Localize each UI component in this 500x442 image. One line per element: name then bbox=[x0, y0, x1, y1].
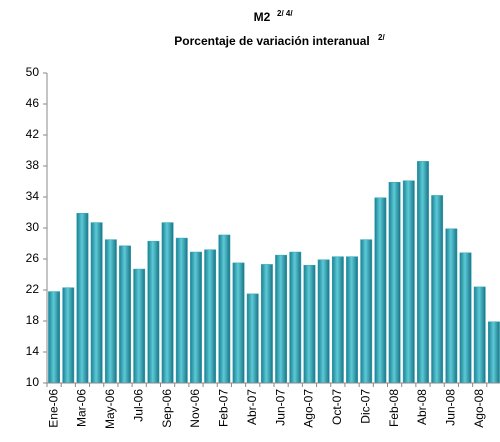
x-tick-label: Jun-08 bbox=[444, 389, 458, 426]
bar bbox=[374, 197, 387, 384]
x-tick-label: Ago-07 bbox=[302, 389, 316, 428]
y-tick-label: 18 bbox=[26, 313, 40, 327]
y-tick-label: 38 bbox=[26, 158, 40, 172]
x-tick-label: Feb-07 bbox=[217, 389, 231, 427]
bar bbox=[104, 239, 117, 384]
bar bbox=[445, 228, 458, 384]
bar bbox=[218, 234, 231, 384]
title-note: 2/ 4/ bbox=[277, 9, 293, 18]
x-tick-label: Oct-07 bbox=[330, 389, 344, 425]
bar bbox=[289, 251, 302, 384]
bar bbox=[459, 252, 472, 384]
y-tick-label: 22 bbox=[26, 282, 40, 296]
x-tick-label: Dic-07 bbox=[358, 389, 372, 424]
x-tick-label: Jul-06 bbox=[131, 389, 145, 422]
x-tick-label: Jun-07 bbox=[273, 389, 287, 426]
bar bbox=[175, 237, 188, 384]
bar bbox=[119, 245, 131, 384]
x-tick-label: Nov-06 bbox=[188, 389, 202, 428]
chart-subtitle: Porcentaje de variación interanual bbox=[174, 34, 369, 48]
bar bbox=[62, 287, 75, 384]
bar bbox=[402, 180, 415, 384]
bar bbox=[260, 264, 273, 384]
x-tick-label: May-06 bbox=[103, 389, 117, 429]
bar bbox=[487, 321, 500, 384]
x-tick-label: Ago-08 bbox=[472, 389, 486, 428]
y-tick-label: 42 bbox=[26, 127, 40, 141]
bar bbox=[431, 195, 444, 384]
y-tick-label: 34 bbox=[26, 189, 40, 203]
bar bbox=[275, 254, 288, 384]
bar bbox=[147, 240, 160, 384]
x-tick-label: Sep-06 bbox=[160, 389, 174, 428]
x-tick-label: Abr-08 bbox=[415, 389, 429, 425]
bar bbox=[204, 249, 217, 384]
x-tick-label: Ene-06 bbox=[46, 389, 60, 428]
bar bbox=[417, 161, 429, 384]
y-tick-label: 26 bbox=[26, 251, 40, 265]
x-tick-label: Abr-07 bbox=[245, 389, 259, 425]
bar bbox=[48, 291, 61, 384]
bar bbox=[161, 222, 174, 384]
y-tick-label: 30 bbox=[26, 220, 40, 234]
x-tick-label: Feb-08 bbox=[387, 389, 401, 427]
y-tick-label: 14 bbox=[26, 344, 40, 358]
bar bbox=[346, 256, 358, 384]
bar bbox=[76, 213, 89, 384]
bar bbox=[360, 239, 373, 384]
bar bbox=[246, 293, 259, 384]
y-tick-label: 50 bbox=[26, 65, 40, 79]
bar bbox=[190, 251, 202, 384]
bar bbox=[473, 286, 486, 384]
subtitle-note: 2/ bbox=[378, 33, 385, 42]
bar bbox=[232, 262, 245, 384]
bar bbox=[133, 268, 146, 384]
bar bbox=[388, 182, 401, 384]
bar bbox=[317, 259, 330, 384]
y-tick-label: 10 bbox=[26, 375, 40, 389]
y-tick-label: 46 bbox=[26, 96, 40, 110]
bar bbox=[90, 222, 103, 384]
x-tick-label: Mar-06 bbox=[75, 389, 89, 427]
bar bbox=[303, 264, 316, 384]
bar bbox=[331, 256, 344, 384]
chart-title: M2 bbox=[254, 10, 271, 24]
